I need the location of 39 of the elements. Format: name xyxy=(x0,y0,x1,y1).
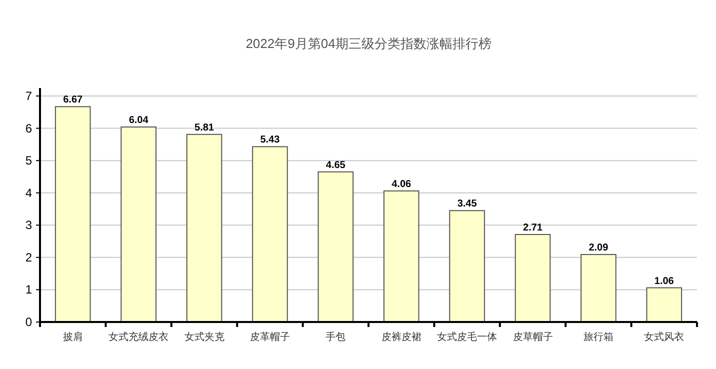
bar xyxy=(54,106,91,322)
data-label: 4.06 xyxy=(392,178,412,190)
y-tick-label: 5 xyxy=(25,154,32,168)
bar xyxy=(252,146,288,322)
data-label: 5.43 xyxy=(260,134,280,146)
x-tick-label: 皮草帽子 xyxy=(512,331,553,343)
x-tick-label: 手包 xyxy=(326,331,346,343)
data-label: 3.45 xyxy=(457,198,478,210)
x-tick-label: 披肩 xyxy=(62,331,83,343)
y-tick-label: 7 xyxy=(25,89,32,103)
y-tick-label: 6 xyxy=(25,121,32,136)
bar xyxy=(383,190,420,322)
bar xyxy=(646,287,682,322)
data-label: 2.09 xyxy=(588,242,609,254)
x-tick-label: 旅行箱 xyxy=(583,331,614,343)
y-tick-label: 3 xyxy=(25,218,32,232)
y-tick-label: 0 xyxy=(25,315,32,329)
data-label: 6.67 xyxy=(63,94,84,106)
bar xyxy=(186,134,222,322)
x-tick-label: 皮革帽子 xyxy=(250,331,290,343)
data-label: 6.04 xyxy=(128,114,149,126)
x-tick-label: 女式风衣 xyxy=(644,331,684,343)
data-label: 5.81 xyxy=(194,122,214,134)
x-tick-label: 女式夹克 xyxy=(184,331,224,343)
x-tick-label: 女式皮毛一体 xyxy=(437,331,498,343)
bar xyxy=(449,210,485,322)
data-label: 1.06 xyxy=(654,276,674,287)
y-tick-label: 2 xyxy=(25,250,32,264)
chart-title: 2022年9月第04期三级分类指数涨幅排行榜 xyxy=(246,36,492,51)
y-tick-label: 1 xyxy=(25,282,32,297)
bar xyxy=(514,234,551,322)
data-label: 2.71 xyxy=(523,222,543,234)
data-label: 4.65 xyxy=(326,160,346,171)
bar xyxy=(318,171,354,322)
x-tick-label: 女式充绒皮衣 xyxy=(108,331,169,343)
bar xyxy=(120,126,156,322)
bar xyxy=(580,254,616,322)
y-tick-label: 4 xyxy=(25,186,32,200)
x-tick-label: 皮裤皮裙 xyxy=(381,331,422,343)
